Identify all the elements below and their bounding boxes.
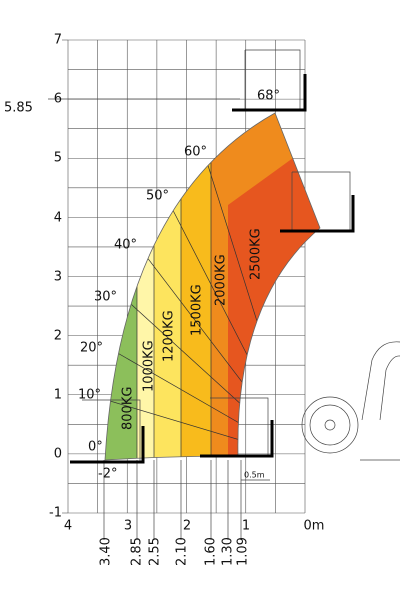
zone-label: 1000KG — [142, 340, 157, 392]
y-label: 0 — [54, 447, 62, 462]
y-label: 2 — [54, 329, 62, 344]
reach-label: 2.85 — [130, 537, 145, 566]
reach-label: 2.55 — [148, 537, 163, 566]
y-label: 6 — [54, 92, 62, 107]
machine — [301, 341, 400, 461]
reach-label: 2.10 — [175, 537, 190, 566]
y-label: 4 — [54, 211, 62, 226]
y-label: 5.85 — [4, 101, 33, 116]
reach-label: 3.40 — [99, 537, 114, 566]
x-label: 1 — [242, 519, 250, 534]
y-label: 7 — [54, 33, 62, 48]
scale-note: 0.5m — [244, 471, 265, 480]
reach-label: 1.09 — [236, 537, 251, 566]
zone-2500 — [228, 158, 320, 460]
angle-label: 50° — [146, 189, 169, 204]
zone-label: 1500KG — [190, 284, 205, 336]
x-label: 4 — [64, 519, 72, 534]
zone-label: 800KG — [121, 387, 136, 430]
angle-label: 20° — [80, 341, 103, 356]
reach-guides — [48, 98, 270, 540]
angle-label: 30° — [94, 290, 117, 305]
angle-label: 10° — [78, 388, 101, 403]
labels: 7 6 5.85 5 4 3 2 1 0 -1 4 3 2 1 0m 3.40 … — [4, 33, 324, 567]
zone-label: 1200KG — [162, 310, 177, 362]
forks — [70, 49, 355, 464]
angle-label: 60° — [184, 145, 207, 160]
y-label: 3 — [54, 270, 62, 285]
x-label: 0m — [304, 519, 325, 534]
zone-1000 — [137, 113, 154, 460]
angle-label: 68° — [257, 89, 280, 104]
reach-label: 1.30 — [221, 537, 236, 566]
y-label: -1 — [49, 506, 62, 521]
x-label: 2 — [183, 519, 191, 534]
zone-1200 — [154, 113, 181, 460]
angle-label: 0° — [88, 440, 103, 455]
reach-label: 1.60 — [204, 537, 219, 566]
x-label: 3 — [124, 519, 132, 534]
boom-outline — [104, 112, 321, 461]
zone-label: 2500KG — [249, 228, 264, 280]
y-label: 1 — [54, 388, 62, 403]
zone-label: 2000KG — [214, 254, 229, 306]
angle-label: -2° — [98, 467, 117, 482]
y-label: 5 — [54, 151, 62, 166]
angle-label: 40° — [114, 238, 137, 253]
